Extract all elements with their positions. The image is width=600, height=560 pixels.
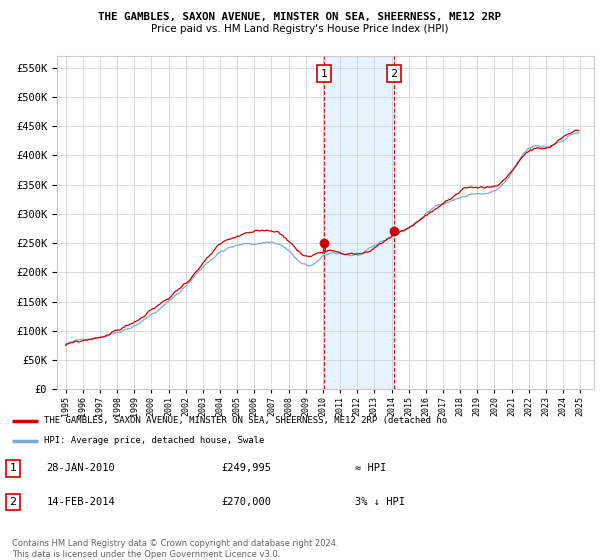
Text: £270,000: £270,000 xyxy=(221,497,271,507)
Text: £249,995: £249,995 xyxy=(221,464,271,473)
Text: 28-JAN-2010: 28-JAN-2010 xyxy=(47,464,115,473)
Text: 2: 2 xyxy=(10,497,17,507)
Text: 1: 1 xyxy=(321,68,328,78)
Text: ≈ HPI: ≈ HPI xyxy=(355,464,386,473)
Bar xyxy=(324,56,394,389)
Text: THE GAMBLES, SAXON AVENUE, MINSTER ON SEA, SHEERNESS, ME12 2RP: THE GAMBLES, SAXON AVENUE, MINSTER ON SE… xyxy=(98,12,502,22)
Text: THE GAMBLES, SAXON AVENUE, MINSTER ON SEA, SHEERNESS, ME12 2RP (detached ho: THE GAMBLES, SAXON AVENUE, MINSTER ON SE… xyxy=(44,416,447,425)
Text: 1: 1 xyxy=(10,464,16,473)
Text: 2: 2 xyxy=(390,68,397,78)
Text: 3% ↓ HPI: 3% ↓ HPI xyxy=(355,497,405,507)
Text: Price paid vs. HM Land Registry's House Price Index (HPI): Price paid vs. HM Land Registry's House … xyxy=(151,24,449,34)
Text: Contains HM Land Registry data © Crown copyright and database right 2024.
This d: Contains HM Land Registry data © Crown c… xyxy=(12,539,338,559)
Text: HPI: Average price, detached house, Swale: HPI: Average price, detached house, Swal… xyxy=(44,436,264,445)
Text: 14-FEB-2014: 14-FEB-2014 xyxy=(47,497,115,507)
